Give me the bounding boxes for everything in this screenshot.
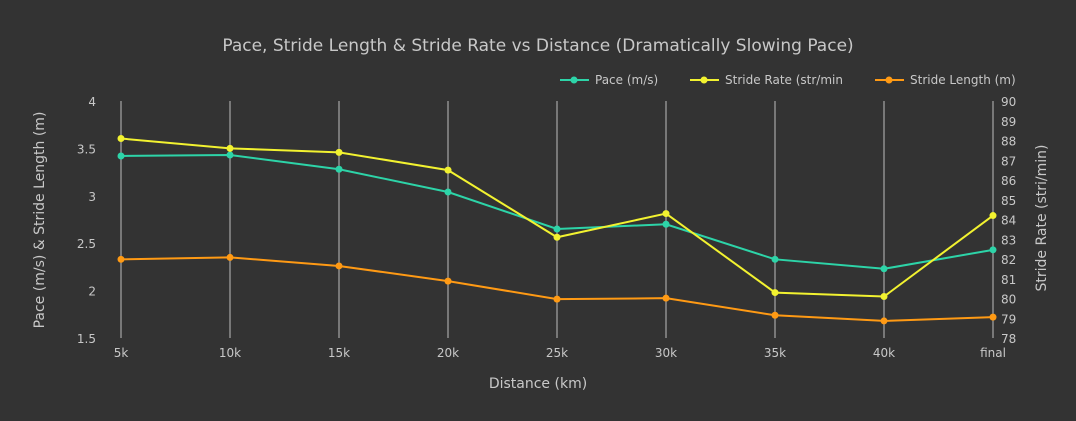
data-point — [880, 293, 888, 301]
y-tick-label: 1.5 — [77, 332, 96, 346]
x-tick-label: final — [980, 346, 1006, 360]
legend-marker — [700, 76, 708, 84]
x-tick-label: 10k — [219, 346, 241, 360]
y2-tick-label: 90 — [1001, 95, 1016, 109]
data-point — [335, 262, 343, 270]
data-point — [771, 255, 779, 263]
data-point — [880, 265, 888, 273]
y2-tick-label: 80 — [1001, 293, 1016, 307]
x-tick-label: 20k — [437, 346, 459, 360]
y-tick-label: 2 — [88, 285, 96, 299]
data-point — [989, 313, 997, 321]
x-tick-label: 25k — [546, 346, 568, 360]
data-point — [335, 148, 343, 156]
data-point — [444, 166, 452, 174]
y2-tick-label: 79 — [1001, 312, 1016, 326]
data-point — [117, 255, 125, 263]
data-point — [880, 317, 888, 325]
data-point — [226, 151, 234, 159]
y2-tick-label: 84 — [1001, 214, 1016, 228]
y2-tick-label: 89 — [1001, 115, 1016, 129]
data-point — [553, 233, 561, 241]
y2-tick-label: 86 — [1001, 174, 1016, 188]
y2-tick-label: 81 — [1001, 273, 1016, 287]
y-axis-title: Pace (m/s) & Stride Length (m) — [32, 112, 48, 329]
legend-marker — [570, 76, 578, 84]
y-tick-label: 4 — [88, 95, 96, 109]
data-point — [553, 225, 561, 233]
x-tick-label: 15k — [328, 346, 350, 360]
y2-tick-label: 83 — [1001, 233, 1016, 247]
data-point — [662, 294, 670, 302]
y-tick-label: 3 — [88, 190, 96, 204]
legend-item[interactable]: Pace (m/s) — [560, 73, 658, 87]
y2-tick-label: 85 — [1001, 194, 1016, 208]
x-tick-label: 5k — [114, 346, 129, 360]
y-tick-label: 3.5 — [77, 142, 96, 156]
data-point — [335, 165, 343, 173]
data-point — [444, 188, 452, 196]
series-group — [117, 135, 997, 325]
y-tick-label: 2.5 — [77, 237, 96, 251]
legend-label: Stride Rate (str/min — [725, 73, 843, 87]
x-axis-title: Distance (km) — [489, 376, 587, 392]
legend-marker — [885, 76, 893, 84]
data-point — [662, 220, 670, 228]
y2-tick-label: 78 — [1001, 332, 1016, 346]
data-point — [989, 246, 997, 254]
legend-item[interactable]: Stride Rate (str/min — [690, 73, 843, 87]
data-point — [117, 135, 125, 143]
data-point — [117, 152, 125, 160]
y2-axis-title: Stride Rate (stri/min) — [1034, 145, 1050, 292]
tick-labels: 5k 10k 15k 20k 25k 30k 35k 40k final 1.5 2 2.5 3 3.5 4… — [77, 95, 1016, 360]
y2-tick-label: 88 — [1001, 135, 1016, 149]
data-point — [771, 289, 779, 297]
data-point — [226, 144, 234, 152]
data-point — [662, 210, 670, 218]
legend[interactable]: Pace (m/s) Stride Rate (str/min Stride Len… — [560, 73, 1016, 87]
y2-tick-label: 87 — [1001, 154, 1016, 168]
gridlines — [120, 101, 994, 338]
x-tick-label: 30k — [655, 346, 677, 360]
data-point — [444, 277, 452, 285]
x-tick-label: 40k — [873, 346, 895, 360]
data-point — [553, 295, 561, 303]
x-tick-label: 35k — [764, 346, 786, 360]
y2-tick-label: 82 — [1001, 253, 1016, 267]
legend-label: Pace (m/s) — [595, 73, 658, 87]
chart-title: Pace, Stride Length & Stride Rate vs Dis… — [222, 36, 853, 56]
legend-label: Stride Length (m) — [910, 73, 1016, 87]
data-point — [771, 311, 779, 319]
legend-item[interactable]: Stride Length (m) — [875, 73, 1016, 87]
data-point — [989, 212, 997, 220]
data-point — [226, 253, 234, 261]
